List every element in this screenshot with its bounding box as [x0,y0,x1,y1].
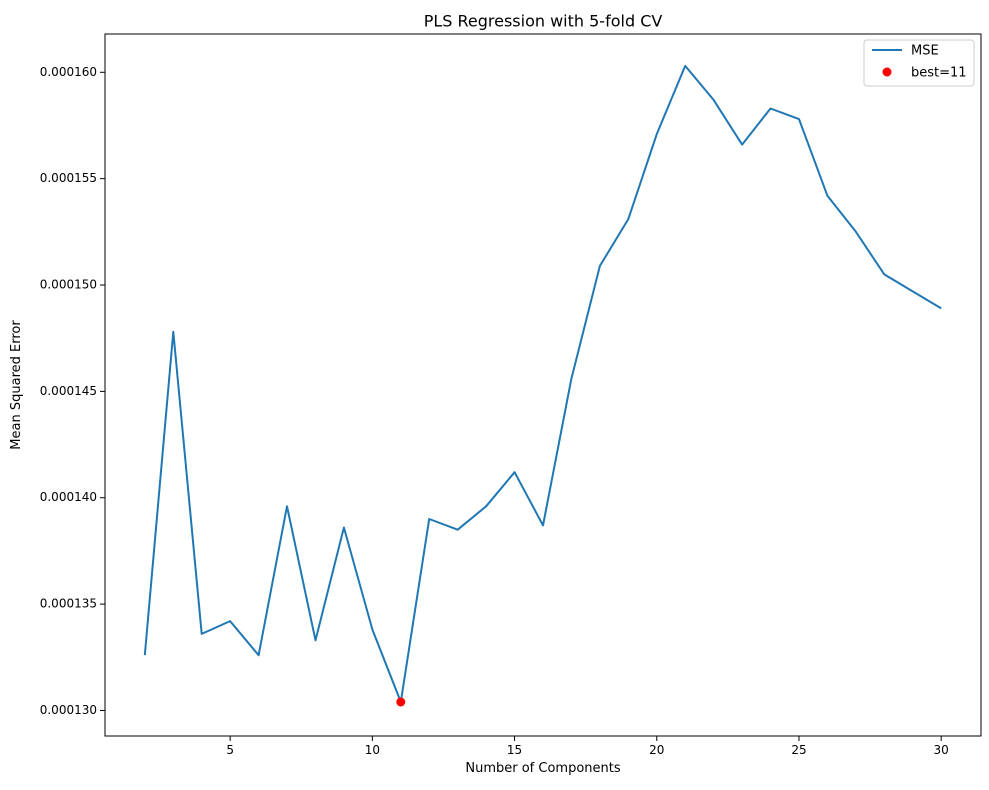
series-layer [143,64,942,707]
x-axis-label: Number of Components [465,761,620,776]
x-axis-ticks: 5 10 15 20 25 30 [226,736,949,757]
y-tick-label: 0.000160 [40,65,97,79]
best-marker-point [396,697,406,707]
chart-title: PLS Regression with 5-fold CV [424,12,663,31]
y-tick-label: 0.000155 [40,171,97,185]
legend-best-swatch [882,67,892,77]
series-line-mse [143,64,942,703]
plot-frame [104,33,982,737]
y-tick-label: 0.000130 [40,703,97,717]
x-tick-label: 30 [934,743,949,757]
x-tick-label: 5 [226,743,234,757]
legend-box [863,39,975,87]
legend: MSE best=11 [863,39,975,87]
y-tick-label: 0.000135 [40,597,97,611]
y-axis-ticks: 0.000130 0.000135 0.000140 0.000145 0.000150… [40,65,105,717]
legend-mse-label: MSE [911,44,939,59]
x-tick-label: 20 [649,743,664,757]
legend-best-label: best=11 [911,66,967,81]
y-tick-label: 0.000140 [40,490,97,504]
plot-area [104,33,982,737]
y-axis-label: Mean Squared Error [9,320,24,450]
y-tick-label: 0.000150 [40,278,97,292]
x-tick-label: 15 [507,743,522,757]
x-tick-label: 25 [791,743,806,757]
x-tick-label: 10 [365,743,380,757]
y-tick-label: 0.000145 [40,384,97,398]
